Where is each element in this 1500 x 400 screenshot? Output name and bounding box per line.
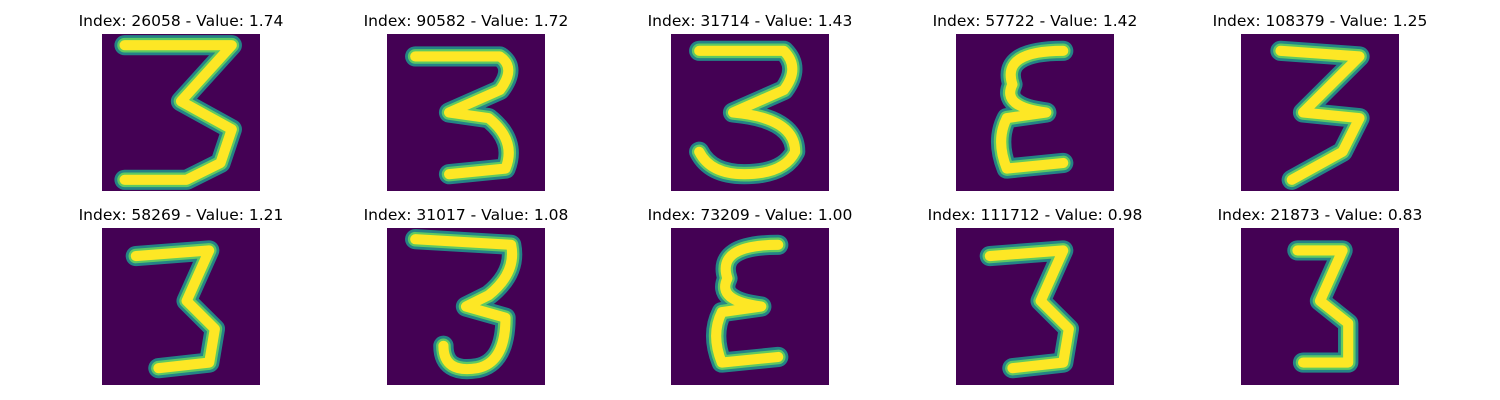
stroke-core	[410, 51, 514, 180]
digit-3-render	[102, 34, 260, 191]
digit-3-render	[671, 228, 829, 385]
digit-3-render	[956, 228, 1114, 385]
panel-title: Index: 58269 - Value: 1.21	[78, 206, 284, 224]
stroke-core	[1275, 45, 1365, 185]
panel-title: Index: 57722 - Value: 1.42	[932, 12, 1138, 30]
stroke-core	[694, 45, 801, 180]
digit-3-render	[387, 228, 545, 385]
stroke-core	[410, 234, 518, 375]
digit-3-render	[102, 228, 260, 385]
digit-3-render	[1241, 34, 1399, 191]
panel-title: Index: 31714 - Value: 1.43	[647, 12, 853, 30]
digit-image	[387, 34, 545, 191]
panel-title: Index: 21873 - Value: 0.83	[1217, 206, 1423, 224]
digit-image	[671, 34, 829, 191]
panel-title: Index: 73209 - Value: 1.00	[647, 206, 853, 224]
digit-3-render	[1241, 228, 1399, 385]
panel-title: Index: 26058 - Value: 1.74	[78, 12, 284, 30]
digit-image	[671, 228, 829, 385]
digit-image	[1241, 34, 1399, 191]
stroke-core	[119, 40, 237, 185]
digit-image	[1241, 228, 1399, 385]
digit-image	[956, 228, 1114, 385]
panel-title: Index: 31017 - Value: 1.08	[363, 206, 569, 224]
digit-image	[956, 34, 1114, 191]
digit-image	[102, 34, 260, 191]
digit-3-render	[956, 34, 1114, 191]
digit-3-render	[387, 34, 545, 191]
digit-3-render	[671, 34, 829, 191]
stroke-core	[130, 245, 220, 374]
digit-image	[387, 228, 545, 385]
digit-image	[102, 228, 260, 385]
panel-title: Index: 90582 - Value: 1.72	[363, 12, 569, 30]
stroke-core	[711, 239, 784, 368]
panel-title: Index: 111712 - Value: 0.98	[927, 206, 1143, 224]
stroke-core	[996, 45, 1069, 174]
stroke-core	[984, 245, 1074, 374]
panel-title: Index: 108379 - Value: 1.25	[1212, 12, 1428, 30]
stroke-core	[1292, 245, 1354, 368]
